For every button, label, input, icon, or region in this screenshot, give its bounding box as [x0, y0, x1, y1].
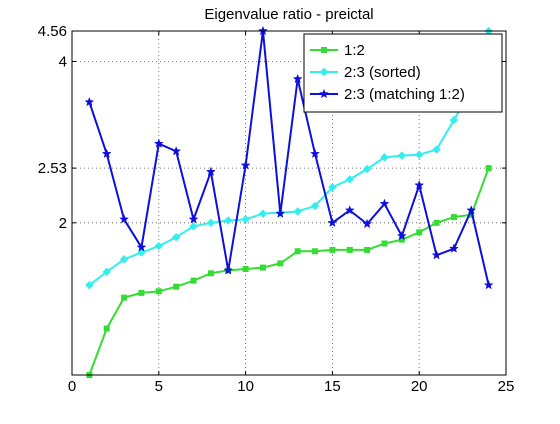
data-point: [381, 240, 388, 247]
data-point: [155, 288, 162, 295]
data-point: [206, 218, 216, 228]
data-point: [310, 148, 320, 159]
plot-frame: [71, 30, 507, 376]
data-point: [138, 289, 145, 296]
data-point: [414, 150, 424, 159]
data-point: [312, 248, 319, 255]
x-tick-label: 20: [411, 378, 428, 395]
legend: 1:2 2:3 (sorted) 2:3 (matching 1:2): [303, 33, 503, 113]
data-point: [259, 264, 266, 271]
data-point: [171, 146, 182, 156]
data-point: [137, 248, 146, 257]
data-point: [294, 248, 301, 255]
data-point: [449, 115, 459, 125]
data-point: [224, 216, 233, 225]
legend-label: 2:3 (matching 1:2): [344, 86, 465, 103]
legend-label: 1:2: [344, 42, 365, 59]
data-point: [293, 207, 302, 216]
data-point: [414, 180, 425, 190]
data-point: [154, 241, 164, 251]
data-point: [310, 201, 320, 211]
data-point: [275, 208, 286, 218]
data-point: [344, 205, 355, 215]
y-tick-label: 4.56: [38, 23, 67, 40]
data-point: [329, 246, 336, 253]
data-point: [121, 294, 128, 301]
legend-label: 2:3 (sorted): [344, 64, 421, 81]
data-point: [432, 145, 441, 154]
data-point: [136, 242, 147, 252]
data-point: [433, 219, 440, 226]
data-point: [223, 265, 234, 275]
legend-marker: [321, 47, 327, 53]
data-point: [242, 265, 249, 272]
legend-entry: 2:3 (matching 1:2): [310, 86, 465, 103]
data-point: [396, 230, 407, 241]
data-point: [483, 279, 494, 290]
data-point: [119, 214, 130, 224]
data-point: [485, 165, 492, 172]
data-point: [240, 160, 251, 170]
data-point: [205, 166, 216, 177]
data-point: [103, 325, 110, 332]
legend-marker: [319, 88, 329, 99]
data-point: [450, 214, 457, 221]
x-tick-label: 5: [155, 378, 163, 395]
data-point: [466, 205, 477, 215]
legend-entry: 2:3 (sorted): [310, 64, 421, 81]
data-point: [448, 243, 459, 253]
gridlines: [72, 31, 506, 375]
x-tick-label: 0: [68, 378, 76, 395]
data-point: [277, 260, 284, 267]
data-point: [258, 209, 268, 218]
y-tick-label: 4: [59, 53, 67, 70]
data-point: [188, 214, 199, 224]
data-point: [190, 277, 197, 284]
data-point: [171, 233, 181, 242]
data-point: [153, 138, 164, 148]
legend-marker: [319, 67, 329, 77]
data-point: [431, 250, 442, 260]
data-point: [173, 283, 180, 290]
data-point: [379, 198, 390, 209]
data-point: [292, 73, 303, 84]
series-3: [84, 25, 494, 290]
data-point: [241, 215, 250, 224]
data-point: [207, 270, 214, 277]
series-line: [88, 30, 490, 286]
legend-entry: 1:2: [310, 42, 365, 59]
data-point: [328, 183, 337, 192]
data-point: [119, 255, 129, 264]
data-point: [102, 267, 111, 277]
data-point: [397, 151, 407, 160]
data-point: [380, 153, 389, 162]
y-tick-label: 2.53: [38, 160, 67, 177]
chart-title: Eigenvalue ratio - preictal: [204, 6, 373, 23]
data-point: [364, 246, 371, 253]
data-point: [85, 280, 94, 290]
data-point: [101, 148, 112, 159]
data-point: [189, 222, 198, 231]
x-tick-label: 25: [498, 378, 515, 395]
data-point: [327, 217, 338, 228]
data-point: [362, 218, 373, 229]
x-tick-label: 15: [324, 378, 341, 395]
x-tick-label: 10: [237, 378, 254, 395]
data-point: [345, 175, 354, 184]
y-tick-label: 2: [59, 215, 67, 232]
data-point: [346, 246, 353, 253]
data-point: [362, 164, 372, 174]
data-point: [84, 96, 95, 107]
data-point: [416, 229, 423, 236]
